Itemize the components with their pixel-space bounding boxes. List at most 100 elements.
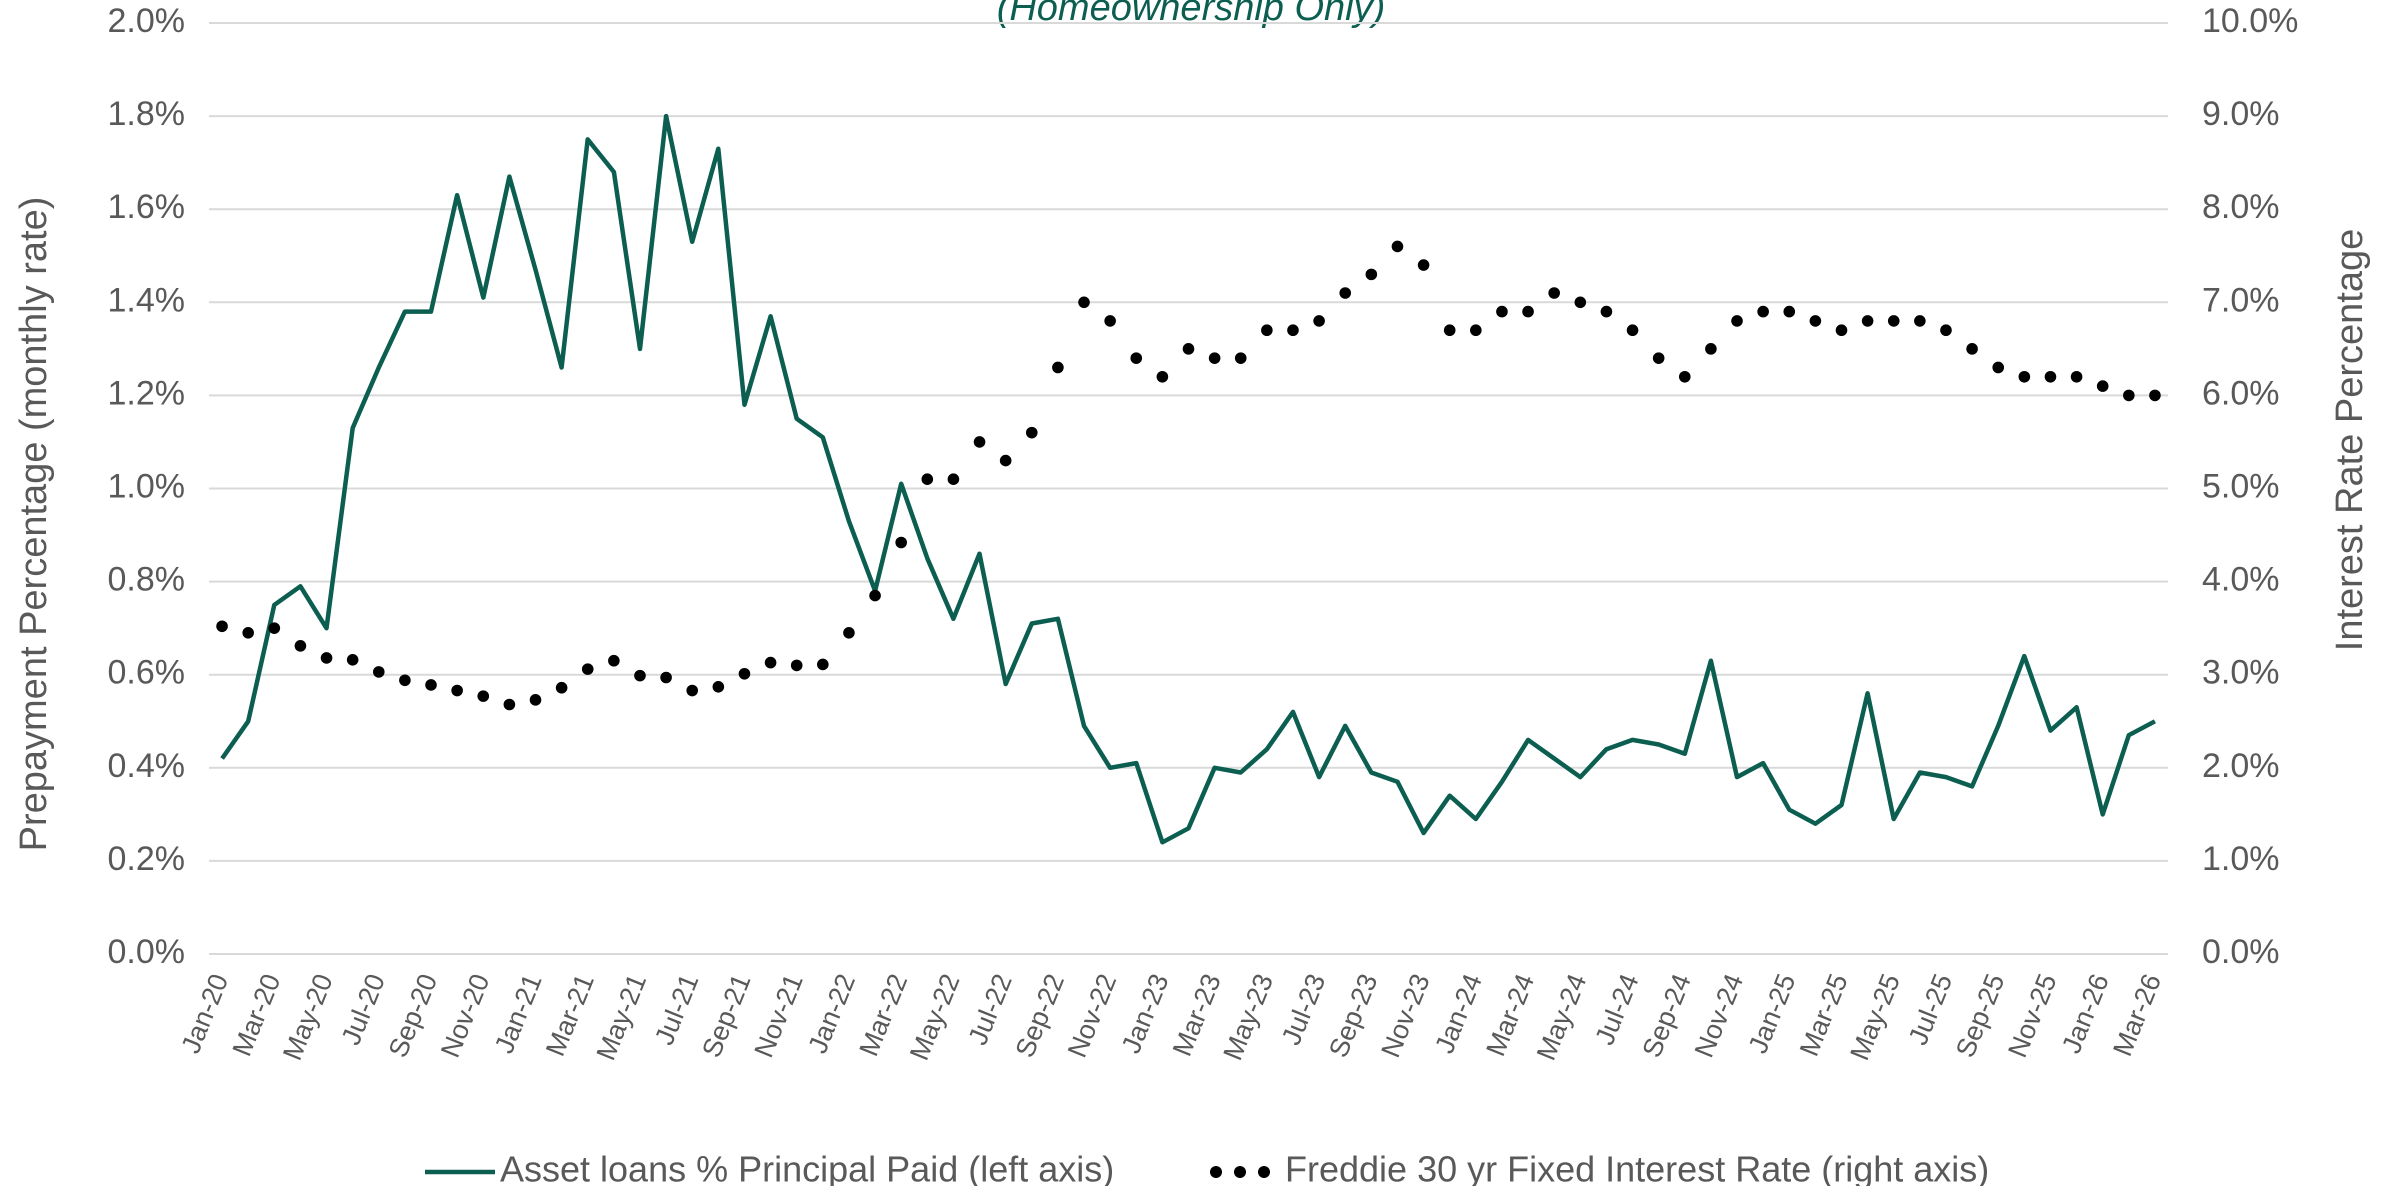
y2-tick-label: 10.0%	[2202, 2, 2298, 40]
x-tick-label: Sep-22	[1010, 970, 1070, 1062]
y2-tick-label: 4.0%	[2202, 561, 2280, 599]
data-dot	[1391, 240, 1404, 253]
x-tick-label: Sep-24	[1637, 970, 1697, 1062]
x-tick-label: Jan-22	[802, 970, 861, 1058]
x-tick-label: Jan-21	[489, 970, 548, 1058]
data-dot	[346, 654, 359, 666]
data-dot	[869, 589, 881, 602]
y-tick-label: 0.8%	[108, 561, 186, 599]
x-tick-label: Mar-24	[1480, 970, 1540, 1061]
x-tick-label: Jan-23	[1116, 970, 1175, 1058]
y-tick-label: 2.0%	[108, 2, 186, 40]
data-dot	[503, 698, 516, 711]
data-dot	[2123, 389, 2135, 402]
data-dot	[608, 654, 620, 667]
data-dot	[581, 663, 594, 675]
data-dot	[686, 684, 699, 697]
y-tick-label: 1.2%	[108, 374, 186, 412]
data-dot	[1992, 361, 2005, 374]
legend-dot	[1210, 1166, 1222, 1178]
x-tick-label: Jul-25	[1903, 970, 1958, 1049]
data-dot	[1470, 324, 1482, 337]
x-tick-label: Jul-21	[649, 970, 704, 1049]
y2-tick-label: 9.0%	[2202, 95, 2280, 133]
data-dot	[451, 684, 463, 697]
data-dot	[1548, 287, 1560, 299]
data-dot	[1443, 324, 1456, 337]
data-dot	[999, 454, 1012, 467]
data-dot	[242, 627, 254, 639]
data-dot	[477, 690, 490, 702]
x-tick-label: Jan-20	[175, 970, 234, 1058]
x-tick-label: Nov-22	[1062, 970, 1122, 1062]
x-tick-label: Nov-23	[1375, 970, 1435, 1062]
data-dot	[2149, 389, 2161, 402]
y-tick-label: 1.6%	[108, 188, 186, 226]
x-tick-label: Nov-21	[748, 970, 808, 1062]
data-dot	[973, 436, 986, 448]
data-dot	[320, 652, 333, 664]
x-tick-label: Jan-26	[2056, 970, 2115, 1058]
x-tick-label: Jul-20	[336, 970, 391, 1049]
x-tick-label: May-23	[1217, 970, 1279, 1065]
data-dot	[1626, 324, 1639, 337]
data-dot	[895, 536, 907, 549]
data-dot	[1574, 296, 1587, 309]
data-dot	[1496, 305, 1508, 318]
data-dot	[399, 674, 411, 687]
y2-tick-label: 8.0%	[2202, 188, 2280, 226]
y-axis-title: Prepayment Percentage (monthly rate)	[13, 197, 55, 852]
data-dot	[268, 622, 281, 634]
data-dot	[555, 681, 568, 694]
legend-dot	[1234, 1166, 1246, 1178]
data-dot	[843, 627, 855, 639]
x-tick-label: Sep-23	[1323, 970, 1383, 1062]
legend-dot	[1258, 1166, 1270, 1178]
y-tick-label: 0.4%	[108, 747, 186, 785]
y-tick-label: 0.2%	[108, 840, 186, 878]
data-dot	[1287, 324, 1299, 337]
data-dot	[1966, 343, 1978, 355]
data-dot	[2044, 370, 2057, 383]
y2-tick-label: 0.0%	[2202, 933, 2280, 971]
x-tick-label: Mar-20	[227, 970, 287, 1061]
x-tick-label: Mar-25	[1794, 970, 1854, 1061]
data-dot	[425, 679, 437, 691]
x-tick-label: Mar-26	[2107, 970, 2167, 1061]
x-tick-label: May-21	[591, 970, 653, 1065]
data-dot	[1234, 352, 1247, 364]
data-dot	[790, 659, 803, 672]
data-dot	[764, 656, 777, 669]
data-dot	[1104, 315, 1116, 327]
data-dot	[1887, 315, 1900, 327]
chart-subtitle: (Homeownership Only)	[997, 0, 1386, 29]
y2-tick-label: 3.0%	[2202, 654, 2280, 692]
data-dot	[660, 671, 672, 684]
data-dot	[1313, 315, 1325, 327]
data-dot	[2070, 370, 2083, 383]
data-dot	[1130, 352, 1143, 364]
x-tick-label: Mar-21	[540, 970, 600, 1061]
data-dot	[1809, 315, 1822, 327]
y-tick-label: 0.0%	[108, 933, 186, 971]
x-tick-label: Jan-25	[1743, 970, 1802, 1058]
y2-axis-title: Interest Rate Percentage	[2329, 229, 2371, 651]
y-tick-label: 1.8%	[108, 95, 186, 133]
data-dot	[1731, 315, 1743, 327]
x-tick-label: May-22	[904, 970, 966, 1065]
data-dot	[1757, 305, 1769, 318]
x-tick-label: Jan-24	[1429, 970, 1488, 1058]
data-dot	[1705, 343, 1717, 355]
data-dot	[1940, 324, 1952, 337]
data-dot	[712, 681, 725, 693]
data-dot	[1208, 352, 1221, 364]
data-dot	[1339, 287, 1352, 299]
x-tick-label: Jul-24	[1589, 970, 1644, 1049]
data-dot	[1522, 305, 1534, 318]
x-tick-label: Jul-22	[962, 970, 1017, 1049]
data-dot	[1052, 361, 1064, 374]
data-dot	[372, 666, 385, 678]
data-dot	[2096, 380, 2109, 392]
x-tick-label: Nov-24	[1689, 970, 1749, 1062]
y2-tick-label: 2.0%	[2202, 747, 2280, 785]
